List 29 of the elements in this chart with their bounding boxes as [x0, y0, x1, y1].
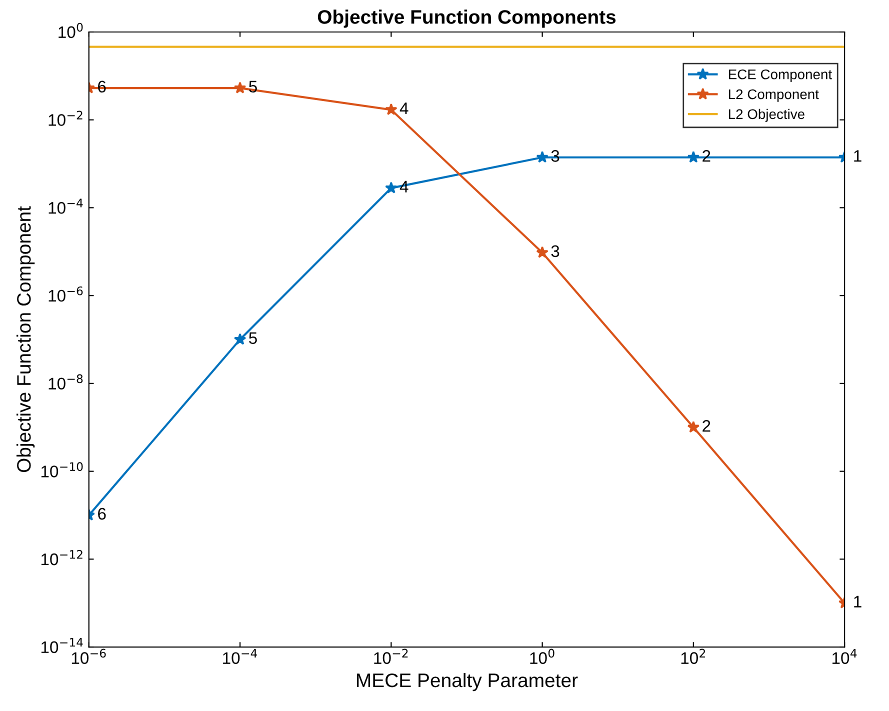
x-tick-label: 10$^{0}$	[530, 648, 554, 664]
y-tick-label: 10$^{−12}$	[41, 550, 82, 566]
annotation: 2	[702, 420, 710, 432]
annotation: 1	[854, 596, 862, 608]
y-tick-label: 10$^{−2}$	[48, 110, 82, 126]
x-tick-label: 10$^{−4}$	[223, 648, 258, 664]
point	[385, 182, 398, 194]
y-tick-label: 10$^{0}$	[58, 22, 83, 38]
x-tick-label: 10$^{2}$	[681, 648, 706, 664]
point	[536, 150, 548, 163]
y-axis-title: Objective Function Component	[16, 206, 35, 472]
point	[385, 103, 398, 116]
y-tick-label: 10$^{−10}$	[41, 462, 83, 478]
chart-title: Objective Function Components	[318, 10, 616, 28]
legend-label: ECE Component	[728, 69, 832, 82]
annotation: 4	[400, 102, 408, 114]
y-tick-label: 10$^{−8}$	[48, 374, 83, 390]
y-tick-label: 10$^{−4}$	[48, 198, 83, 214]
y-tick-label: 10$^{−6}$	[48, 286, 83, 302]
legend-label: L2 Component	[728, 89, 819, 102]
annotation: 1	[854, 150, 862, 162]
point	[536, 246, 548, 258]
x-tick-label: 10$^{−2}$	[374, 648, 408, 664]
annotation: 3	[551, 245, 560, 258]
x-axis-title: MECE Penalty Parameter	[357, 672, 578, 692]
x-tick-label: 10$^{4}$	[832, 648, 857, 664]
legend-label: L2 Objective	[728, 108, 804, 122]
annotation: 6	[98, 508, 106, 520]
annotation: 5	[249, 332, 257, 344]
